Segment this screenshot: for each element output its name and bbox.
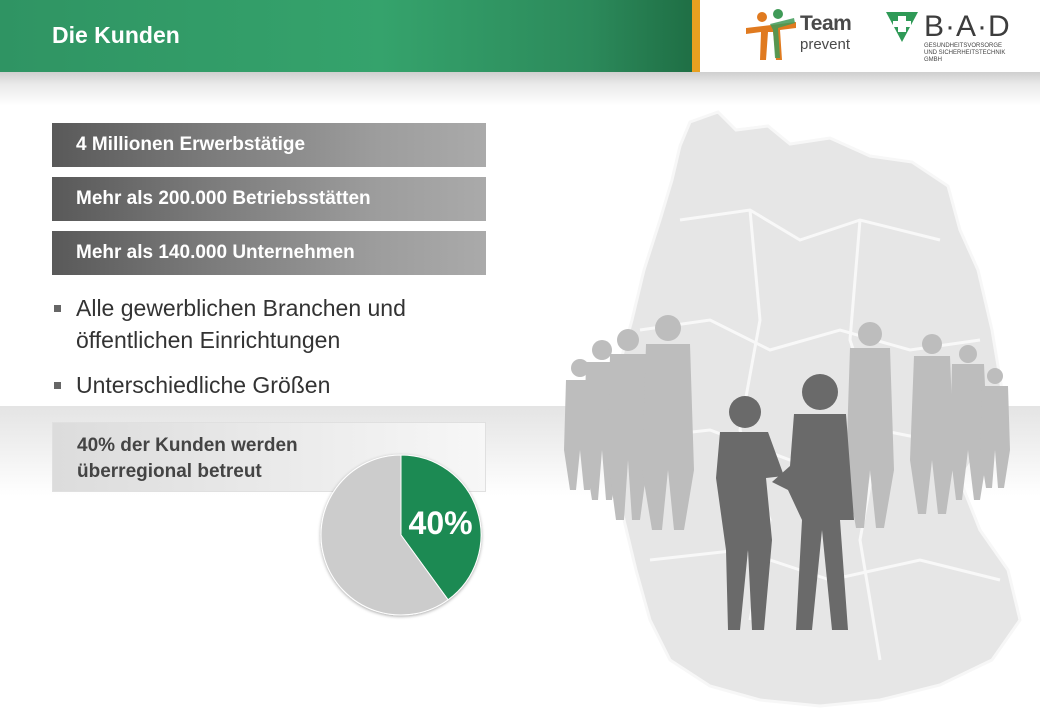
pie-slice-1 [320,454,449,616]
bad-logo-subtitle: GESUNDHEITSVORSORGE UND SICHERHEITSTECHN… [924,43,1006,63]
bullet-item: Unterschiedliche Größen [52,369,482,401]
header-orange-divider [692,0,700,72]
business-people-silhouettes-icon [564,315,1010,630]
bullet-square-icon [54,382,61,389]
bad-logo: B·A·D GESUNDHEITSVORSORGE UND SICHERHEIT… [884,10,1011,63]
teamprevent-figures-icon [746,9,796,60]
header-shadow [0,72,1040,106]
pie-slice-label: 40% [409,505,473,541]
bullet-text: Unterschiedliche Größen [76,372,331,398]
header-green-bar [0,0,692,72]
bullet-square-icon [54,305,61,312]
teamprevent-prevent-text: prevent [800,36,851,53]
bad-shield-icon [886,12,918,42]
slide-header: Die Kunden Team prevent B·A·D GESUNDHEIT… [0,0,1040,72]
fact-betriebsstaetten: Mehr als 200.000 Betriebsstätten [52,177,486,221]
pie-slice-0 [400,454,482,601]
kunden-pie-chart: 40% [320,454,482,616]
fact-erwerbstaetige: 4 Millionen Erwerbstätige [52,123,486,167]
slide-title: Die Kunden [52,22,180,48]
bullet-text: Alle gewerblichen Branchen und öffentlic… [76,295,406,353]
header-logo-area [700,0,1040,72]
bullet-list: Alle gewerblichen Branchen und öffentlic… [52,292,482,414]
kunden-callout-text: 40% der Kunden werden überregional betre… [77,435,298,482]
teamprevent-logo: Team prevent [742,8,862,64]
bullet-item: Alle gewerblichen Branchen und öffentlic… [52,292,482,356]
pie-slices [320,454,482,616]
teamprevent-team-text: Team [800,12,852,35]
bad-logo-text: B·A·D [924,10,1011,43]
fact-unternehmen: Mehr als 140.000 Unternehmen [52,231,486,275]
